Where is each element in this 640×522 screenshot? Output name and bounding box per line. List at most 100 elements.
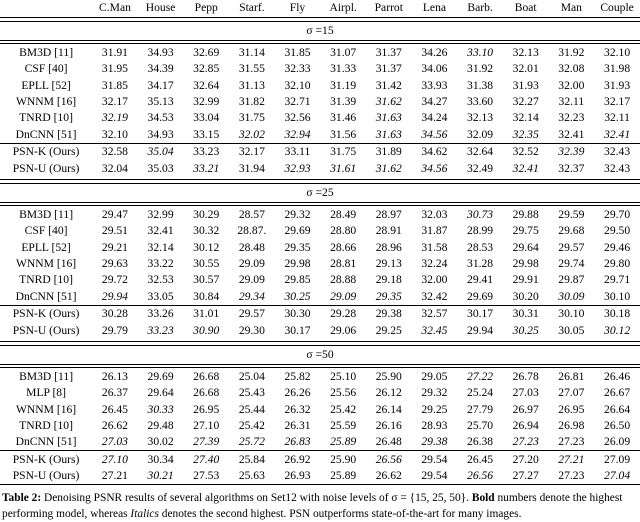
method-name-cell: BM3D [11]: [19, 207, 74, 221]
psnr-value-cell: 25.70: [467, 418, 494, 432]
method-name-cell: EPLL [52]: [21, 78, 71, 92]
psnr-value-cell: 30.20: [512, 289, 539, 303]
psnr-value-cell: 26.46: [604, 369, 631, 383]
psnr-value-cell: 32.10: [604, 45, 631, 59]
psnr-value-cell: 32.85: [193, 62, 220, 76]
psnr-value-cell: 28.88: [330, 273, 357, 287]
psnr-value-cell: 31.92: [558, 45, 585, 59]
psnr-value-cell: 27.03: [512, 386, 539, 400]
method-name-cell: WNNM [16]: [15, 256, 77, 270]
sigma-label-50: σ =50: [306, 347, 334, 361]
psnr-value-cell: 32.17: [101, 94, 128, 108]
psnr-value-cell: 26.38: [467, 435, 494, 449]
psnr-value-cell: 34.93: [147, 45, 174, 59]
psnr-value-cell: 29.13: [375, 256, 402, 270]
psnr-value-cell: 32.52: [512, 145, 539, 159]
psnr-value-cell: 29.70: [604, 207, 631, 221]
psnr-value-cell: 31.87: [421, 224, 448, 238]
psnr-value-cell: 32.23: [558, 111, 585, 125]
table-row: CSF [40] 31.95 34.39 32.85 31.55 32.33 31.33 31…: [0, 61, 640, 77]
psnr-value-cell: 33.11: [284, 145, 311, 159]
table-row: WNNM [16] 26.45 30.33 26.95 25.44 26.32 25.42 2…: [0, 401, 640, 417]
psnr-value-cell: 27.04: [604, 469, 631, 483]
psnr-value-cell: 32.43: [604, 161, 631, 175]
caption-text-4: denotes the second highest. PSN outperfo…: [158, 507, 522, 520]
psnr-value-cell: 31.56: [330, 127, 357, 141]
sigma-header-row-50: σ =50: [0, 345, 640, 364]
table-row: TNRD [10] 29.72 32.53 30.57 29.09 29.85 28.88 2…: [0, 272, 640, 288]
psnr-value-cell: 31.19: [330, 78, 357, 92]
psnr-value-cell: 29.35: [284, 240, 311, 254]
table-row: BM3D [11] 31.91 34.93 32.69 31.14 31.85 31.07 3…: [0, 44, 640, 61]
rule-line: [0, 341, 640, 346]
psnr-value-cell: 29.75: [512, 224, 539, 238]
section-rule-top-0: [0, 17, 640, 22]
psnr-value-cell: 32.00: [558, 78, 585, 92]
psnr-value-cell: 30.33: [147, 402, 174, 416]
caption-text-1: Denoising PSNR results of several algori…: [41, 492, 392, 505]
psnr-value-cell: 29.38: [421, 435, 448, 449]
psnr-value-cell: 27.27: [512, 469, 539, 483]
psnr-value-cell: 32.03: [421, 207, 448, 221]
psnr-value-cell: 29.72: [101, 273, 128, 287]
psnr-value-cell: 29.63: [101, 256, 128, 270]
psnr-value-cell: 29.69: [147, 369, 174, 383]
psnr-value-cell: 29.54: [421, 452, 448, 466]
psnr-value-cell: 25.10: [330, 369, 357, 383]
psnr-value-cell: 31.42: [375, 78, 402, 92]
psnr-value-cell: 25.24: [467, 386, 494, 400]
section-rule-top-2: [0, 341, 640, 346]
psnr-value-cell: 30.12: [604, 323, 631, 337]
psnr-value-cell: 26.83: [284, 435, 311, 449]
psnr-value-cell: 31.13: [238, 78, 265, 92]
psnr-value-cell: 29.69: [467, 289, 494, 303]
psnr-value-cell: 28.97: [375, 207, 402, 221]
method-name-cell: DnCNN [51]: [15, 127, 77, 141]
psnr-value-cell: 32.11: [558, 94, 585, 108]
psnr-value-cell: 32.64: [467, 145, 494, 159]
psnr-value-cell: 27.21: [101, 469, 128, 483]
psnr-value-cell: 26.81: [558, 369, 585, 383]
psnr-value-cell: 25.72: [238, 435, 265, 449]
psnr-value-cell: 30.09: [558, 289, 585, 303]
table-head: C.Man House Pepp Starf. Fly Airpl. Parrot Lena B…: [0, 0, 640, 18]
psnr-value-cell: 27.79: [467, 402, 494, 416]
psnr-value-cell: 32.10: [101, 127, 128, 141]
column-header-airpl: Airpl.: [329, 1, 357, 14]
psnr-value-cell: 31.33: [330, 62, 357, 76]
psnr-value-cell: 31.58: [421, 240, 448, 254]
psnr-value-cell: 32.14: [147, 240, 174, 254]
table-row: PSN-U (Ours) 29.79 33.23 30.90 29.30 30.17 29.…: [0, 322, 640, 338]
table-row: CSF [40] 29.51 32.41 30.32 28.87. 29.69 28.80 2…: [0, 223, 640, 239]
psnr-value-cell: 26.95: [193, 402, 220, 416]
method-name-cell: PSN-K (Ours): [12, 452, 80, 466]
psnr-value-cell: 25.56: [330, 386, 357, 400]
psnr-value-cell: 28.66: [330, 240, 357, 254]
psnr-value-cell: 26.62: [101, 418, 128, 432]
psnr-value-cell: 32.33: [284, 62, 311, 76]
psnr-value-cell: 25.44: [238, 402, 265, 416]
psnr-value-cell: 32.27: [512, 94, 539, 108]
column-header-man: Man: [560, 1, 582, 14]
psnr-value-cell: 29.46: [604, 240, 631, 254]
column-header-couple: Couple: [600, 1, 634, 14]
ours-divider-0: [0, 142, 640, 144]
column-header-house: House: [145, 1, 176, 14]
psnr-value-cell: 29.74: [558, 256, 585, 270]
psnr-value-cell: 32.69: [193, 45, 220, 59]
psnr-value-cell: 31.14: [238, 45, 265, 59]
psnr-value-cell: 31.94: [238, 161, 265, 175]
psnr-value-cell: 31.91: [101, 45, 128, 59]
psnr-value-cell: 32.00: [421, 273, 448, 287]
psnr-value-cell: 28.87.: [237, 224, 267, 238]
psnr-value-cell: 30.32: [193, 224, 220, 238]
psnr-value-cell: 27.03: [101, 435, 128, 449]
psnr-value-cell: 35.04: [147, 145, 174, 159]
psnr-value-cell: 33.23: [147, 323, 174, 337]
psnr-value-cell: 32.04: [101, 161, 128, 175]
psnr-value-cell: 31.07: [330, 45, 357, 59]
psnr-value-cell: 25.43: [238, 386, 265, 400]
psnr-value-cell: 25.90: [375, 369, 402, 383]
psnr-value-cell: 30.55: [193, 256, 220, 270]
psnr-value-cell: 35.03: [147, 161, 174, 175]
